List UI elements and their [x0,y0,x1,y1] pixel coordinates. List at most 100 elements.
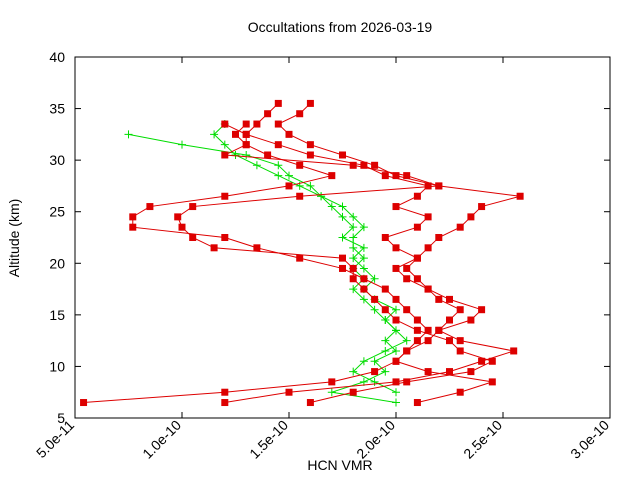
data-point [371,161,379,169]
data-point [274,120,282,128]
data-point [349,243,358,252]
data-point [80,399,88,407]
y-axis-label: Altitude (km) [6,199,22,278]
data-point [360,161,368,169]
data-point [327,388,336,397]
data-point [296,110,304,118]
chart-title: Occultations from 2026-03-19 [248,19,433,35]
data-point [285,182,293,190]
data-point [146,203,154,211]
y-tick-label: 40 [49,49,65,65]
data-point [221,192,229,200]
y-tick-label: 25 [49,204,65,220]
data-point [467,316,475,324]
data-point [129,223,137,231]
data-point [424,244,432,252]
data-point [381,234,389,241]
data-point [253,120,261,128]
data-point [371,368,379,376]
data-point [392,326,400,335]
data-point [371,295,379,303]
data-point [392,398,400,407]
data-point [221,399,229,407]
data-point [413,316,421,324]
y-tick-label: 20 [49,255,65,271]
data-point [349,275,357,283]
y-tick-label: 5 [57,410,65,426]
data-point [285,388,293,396]
data-point [349,233,358,242]
data-point [231,150,240,159]
data-point [446,368,453,376]
data-point [264,110,272,118]
data-point [424,213,432,221]
data-point [210,244,218,252]
data-point [424,337,432,345]
data-point [392,346,400,355]
data-point [338,202,347,211]
data-point [221,234,229,241]
data-point [381,367,390,376]
data-point [359,243,368,252]
data-point [488,378,496,386]
data-point [285,171,293,180]
data-point [242,130,250,138]
data-point [381,285,389,293]
data-point [339,151,346,159]
series [174,120,496,407]
data-point [360,275,368,283]
data-point [456,347,464,355]
data-point [392,172,400,180]
data-point [359,357,368,366]
data-point [338,212,347,221]
y-tick-label: 30 [49,152,65,168]
data-point [285,130,293,138]
data-point [392,357,400,365]
data-point [424,182,432,190]
y-tick-label: 10 [49,358,65,374]
data-point [446,295,453,303]
data-point [413,326,421,334]
data-point [189,234,197,241]
data-point [403,378,411,386]
data-point [242,141,250,149]
data-point [403,275,411,283]
data-point [456,306,464,314]
data-point [392,305,400,314]
data-point [232,130,239,138]
data-point [327,202,336,211]
data-point [220,140,229,149]
data-point [413,337,421,345]
data-point [274,99,282,107]
data-point [178,140,186,149]
data-point [435,234,443,241]
x-axis-label: HCN VMR [307,457,372,473]
data-point [221,120,229,128]
data-point [306,399,314,407]
data-point [349,254,358,263]
data-point [424,368,432,376]
data-point [328,172,336,180]
data-point [210,130,219,139]
data-line [224,123,493,404]
data-point [242,150,251,159]
data-point [467,213,475,221]
data-point [456,337,464,345]
data-point [339,254,346,262]
data-point [456,223,464,231]
data-point [435,326,443,334]
data-point [392,264,400,272]
y-tick-label: 35 [49,101,65,117]
plot-border [74,56,611,419]
data-point [403,172,411,180]
data-point [306,141,314,149]
data-point [370,305,379,314]
data-point [274,171,283,180]
data-point [413,223,421,231]
data-point [413,254,421,262]
data-point [478,357,486,365]
data-point [370,274,379,283]
data-point [221,388,229,396]
